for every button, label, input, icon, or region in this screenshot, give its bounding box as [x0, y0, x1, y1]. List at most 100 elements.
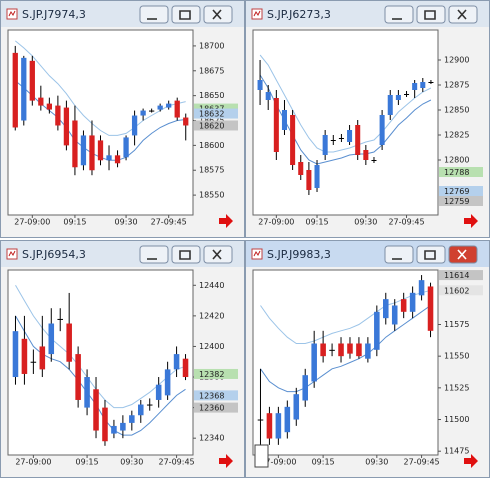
- candle-body: [48, 323, 55, 355]
- candle-body: [391, 305, 398, 325]
- candle-body: [371, 160, 377, 161]
- candle-body: [404, 94, 410, 95]
- moving-average: [259, 54, 432, 153]
- candle-body: [55, 105, 61, 126]
- candle-body: [273, 98, 279, 152]
- candle-body: [363, 150, 369, 160]
- price-marker-label: 12788: [444, 168, 469, 177]
- candle-body: [93, 389, 99, 431]
- y-tick-label: 11575: [444, 320, 469, 329]
- scroll-arrow[interactable]: [219, 214, 233, 228]
- candle-body: [257, 80, 263, 90]
- x-tick-label: 27-09:00: [14, 218, 50, 227]
- price-marker-label: 12368: [199, 391, 224, 400]
- scroll-arrow[interactable]: [219, 454, 233, 468]
- price-marker: [194, 390, 238, 401]
- candle-body: [322, 135, 328, 155]
- candle-body: [330, 140, 336, 141]
- moving-average: [260, 305, 431, 393]
- price-marker: [194, 368, 238, 379]
- maximize-button-glyph: [179, 10, 191, 20]
- minimize-button[interactable]: [139, 5, 169, 24]
- candle-body: [290, 115, 296, 165]
- candle-body: [131, 115, 138, 136]
- maximize-button[interactable]: [171, 5, 201, 24]
- candle-body: [379, 115, 385, 145]
- close-button-glyph: [457, 9, 467, 20]
- corner-box: [254, 444, 269, 468]
- maximize-button[interactable]: [171, 245, 201, 264]
- y-tick-label: 12850: [444, 106, 469, 115]
- candle-body: [347, 343, 353, 354]
- x-tick-label: 09:15: [76, 458, 99, 467]
- close-button-glyph: [457, 249, 467, 260]
- candle-body: [257, 419, 264, 421]
- candle-body: [383, 299, 389, 319]
- price-marker-label: 11614: [444, 271, 469, 280]
- minimize-button[interactable]: [384, 5, 414, 24]
- price-marker: [439, 167, 483, 177]
- candle-body: [329, 349, 335, 351]
- candle-body: [12, 52, 18, 128]
- x-tick-label: 09:15: [305, 218, 328, 227]
- x-tick-label: 09:30: [365, 458, 388, 467]
- candle-body: [30, 361, 37, 363]
- candle-body: [155, 384, 162, 400]
- candle-body: [412, 83, 418, 90]
- x-tick-label: 27-09:00: [260, 458, 296, 467]
- x-tick-label: 09:30: [115, 218, 138, 227]
- candle-body: [129, 415, 135, 423]
- candle-body: [173, 354, 180, 370]
- chart-window: S.JP.J6273,3 12800 12825 12850 12875 12900 27-…: [245, 0, 490, 238]
- window-title: S.JP.J6273,3: [267, 8, 331, 21]
- candle-body: [374, 311, 380, 350]
- x-tick-label: 27-09:45: [404, 458, 440, 467]
- y-tick-label: 12340: [199, 434, 224, 443]
- price-marker-label: 12759: [444, 197, 469, 206]
- price-marker-label: 12360: [199, 404, 224, 413]
- candle-body: [355, 125, 361, 155]
- scroll-arrow[interactable]: [464, 214, 478, 228]
- candle-body: [183, 117, 189, 126]
- candle-body: [46, 103, 52, 110]
- candle-body: [138, 404, 144, 416]
- candle-body: [400, 299, 407, 312]
- price-marker: [194, 120, 238, 131]
- price-marker-label: 12769: [444, 187, 469, 196]
- maximize-button[interactable]: [416, 245, 446, 264]
- price-marker: [439, 196, 483, 206]
- minimize-button[interactable]: [384, 245, 414, 264]
- candle-body: [21, 338, 28, 374]
- price-marker-label: 12382: [199, 370, 224, 379]
- candle-body: [97, 140, 104, 161]
- candle-body: [63, 107, 70, 146]
- close-button-glyph: [212, 9, 222, 20]
- y-tick-label: 18650: [199, 91, 224, 100]
- x-tick-label: 09:15: [63, 218, 86, 227]
- scroll-arrow[interactable]: [464, 454, 478, 468]
- y-tick-label: 18675: [199, 66, 224, 75]
- window-icon-glyph: [253, 250, 261, 257]
- minimize-button[interactable]: [139, 245, 169, 264]
- x-tick-label: 27-09:45: [388, 218, 424, 227]
- candle-body: [311, 343, 317, 382]
- y-tick-label: 11500: [444, 415, 469, 424]
- candle-body: [265, 92, 271, 100]
- price-marker-label: 18632: [199, 110, 224, 119]
- x-tick-label: 09:30: [354, 218, 377, 227]
- chart-window: S.JP.J9983,3 11475 11500 11525 11550 11575 27-…: [245, 240, 490, 478]
- y-tick-label: 18575: [199, 166, 224, 175]
- price-marker: [439, 270, 483, 281]
- candle-body: [182, 358, 189, 378]
- candle-body: [409, 292, 416, 312]
- moving-average: [259, 74, 432, 165]
- maximize-button[interactable]: [416, 5, 446, 24]
- candle-body: [140, 110, 146, 116]
- candle-body: [314, 165, 320, 188]
- y-tick-label: 11475: [444, 447, 469, 456]
- price-marker-label: 18620: [199, 121, 224, 130]
- plot-area: [252, 269, 439, 456]
- candle-body: [123, 137, 129, 158]
- maximize-button-glyph: [424, 250, 436, 260]
